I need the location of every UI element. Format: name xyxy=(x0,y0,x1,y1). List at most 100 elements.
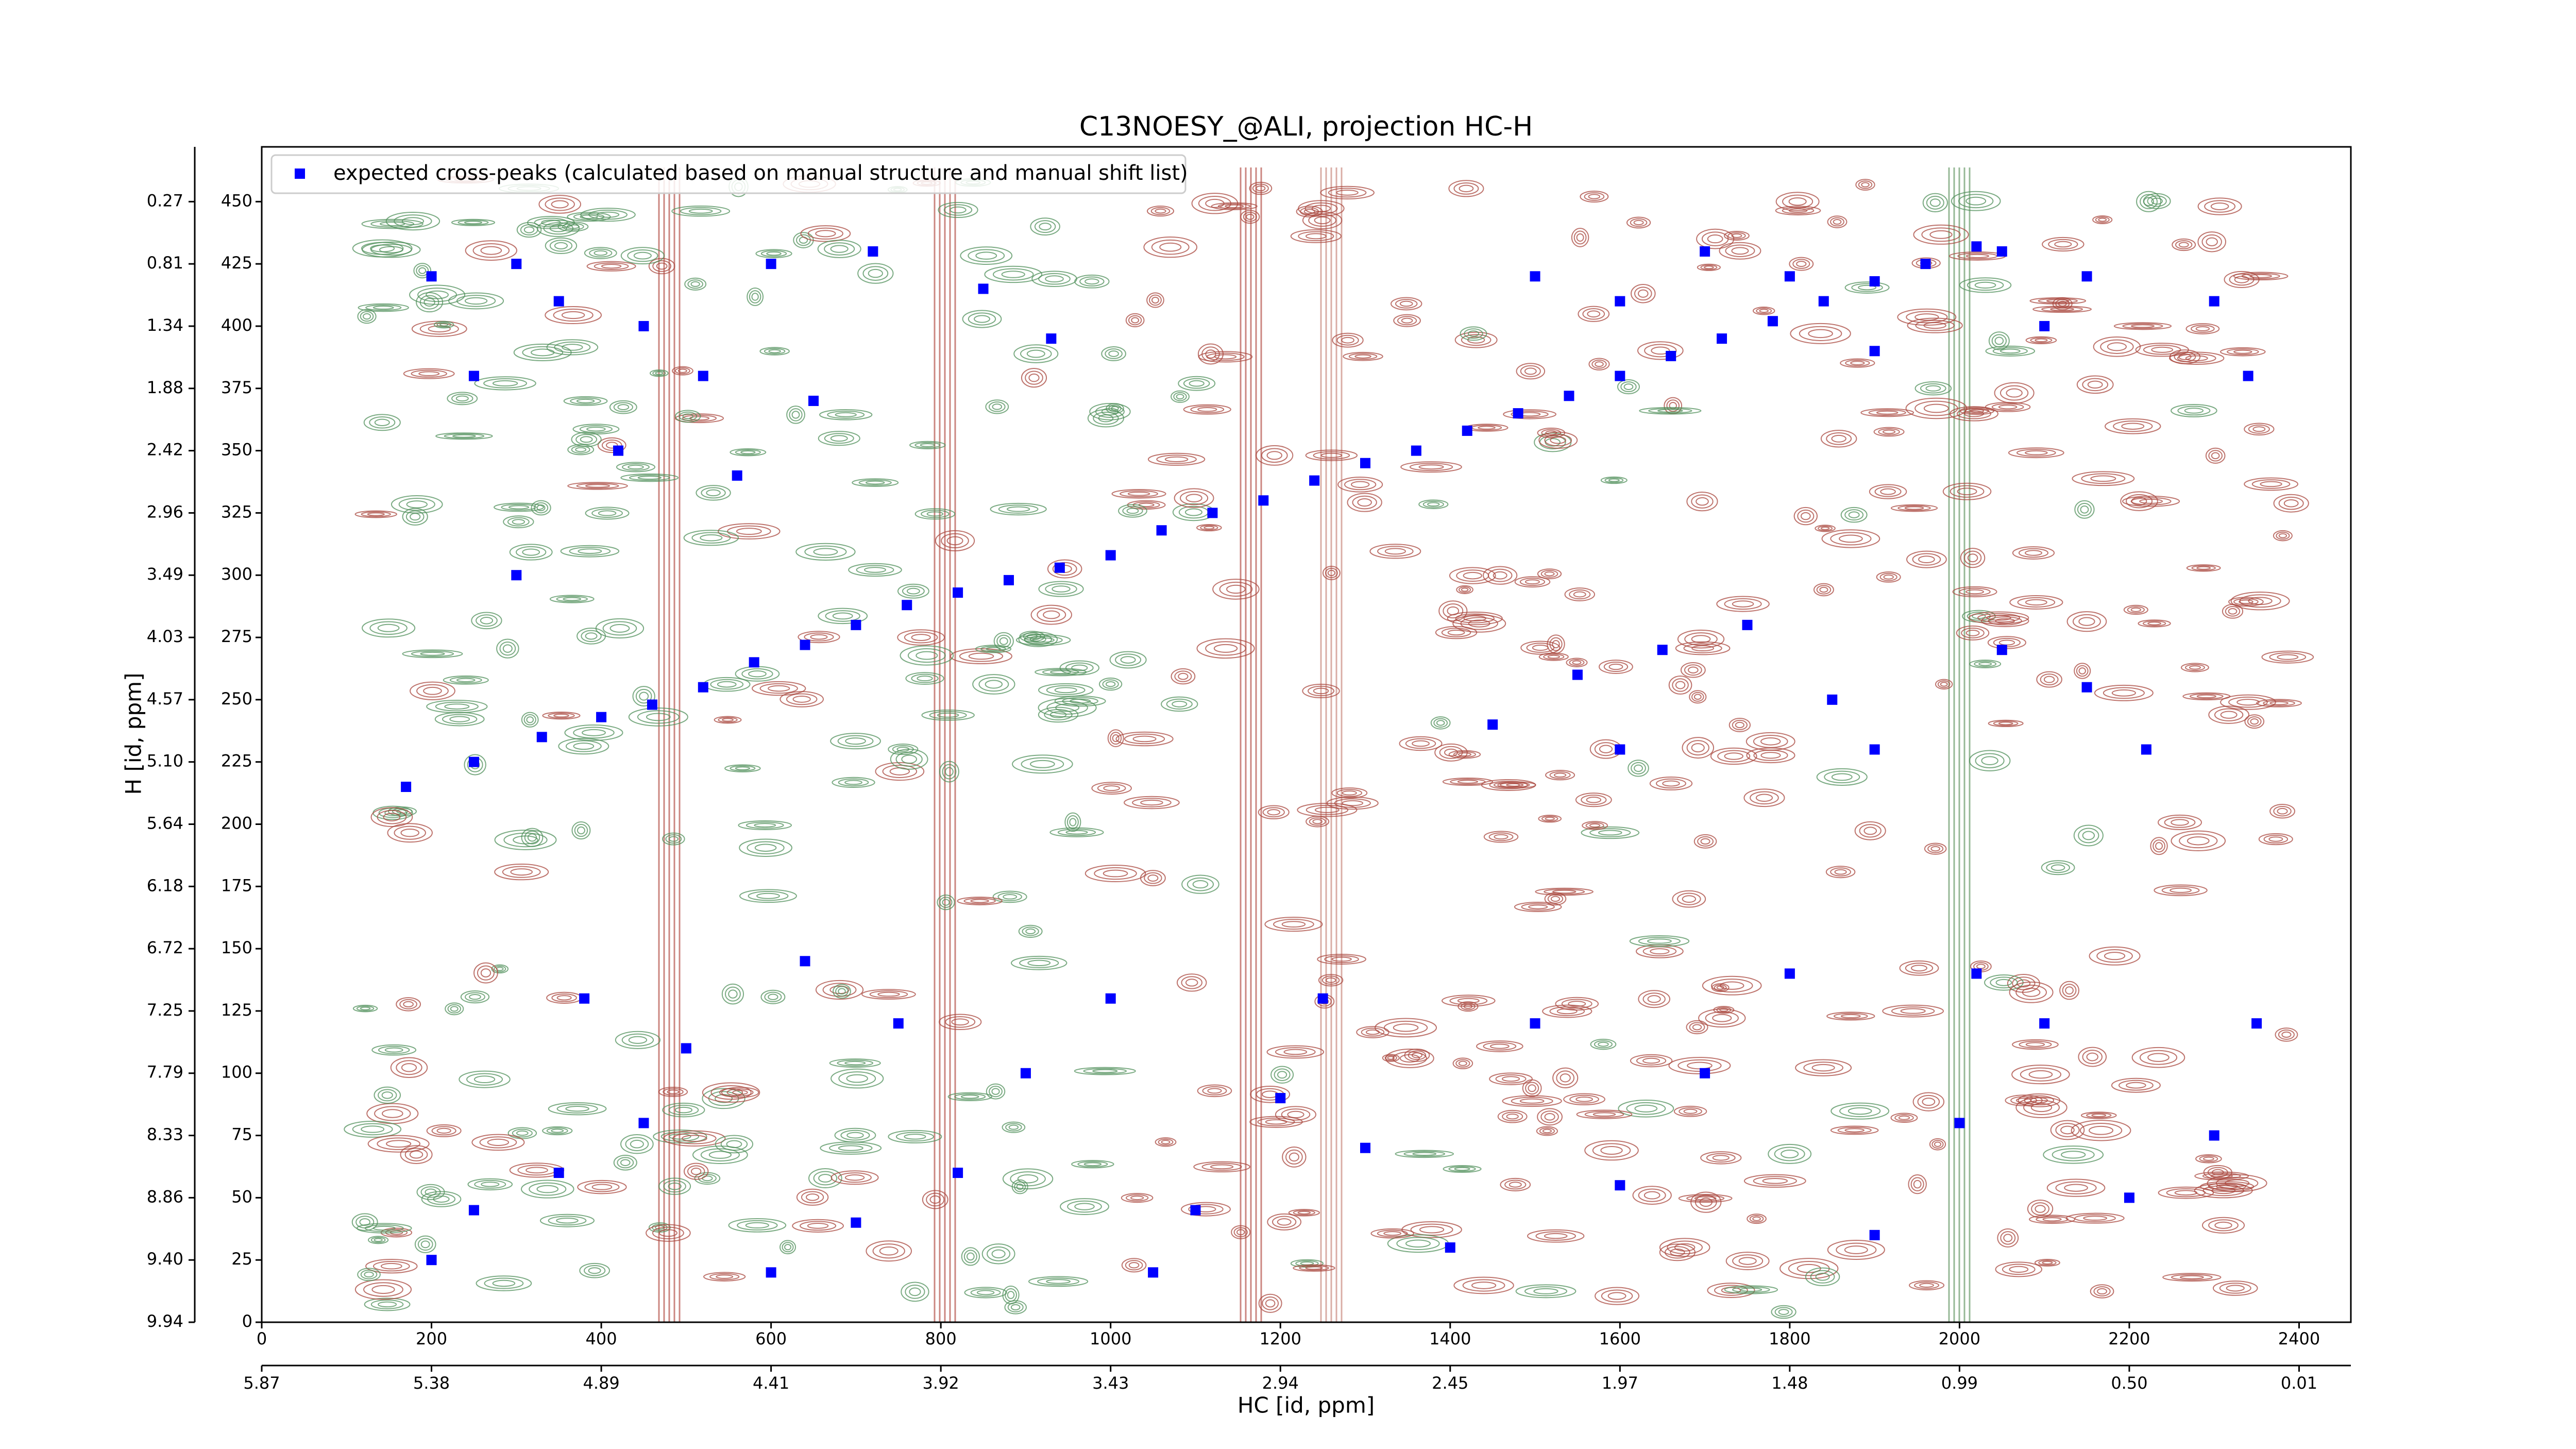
contour xyxy=(807,1223,829,1229)
contour xyxy=(1028,1276,1089,1287)
contour xyxy=(1815,525,1836,532)
contour xyxy=(2049,307,2075,311)
contour xyxy=(1026,349,1045,358)
contour xyxy=(1011,955,1067,970)
contour xyxy=(1450,779,1486,785)
contour xyxy=(984,265,1043,283)
contour xyxy=(1296,206,1323,217)
contour xyxy=(1848,511,1860,518)
cross-peak xyxy=(1869,1229,1880,1240)
contour xyxy=(2104,952,2126,961)
contour xyxy=(494,965,506,972)
contour xyxy=(1528,904,1548,909)
contour xyxy=(2250,718,2259,725)
contour xyxy=(1677,892,1701,905)
contour xyxy=(688,208,713,214)
contour xyxy=(418,371,440,376)
contour xyxy=(1164,456,1189,462)
contour xyxy=(1332,332,1364,348)
contour xyxy=(2233,349,2252,354)
contour xyxy=(416,684,449,698)
contour xyxy=(2055,1181,2097,1194)
contour xyxy=(2079,1123,2123,1138)
contour xyxy=(1504,1180,1527,1190)
contour xyxy=(905,672,944,685)
contour xyxy=(2054,241,2072,248)
contour xyxy=(594,250,608,256)
y-ppm-label: 9.94 xyxy=(147,1311,183,1331)
contour xyxy=(510,868,533,876)
contour xyxy=(1837,1126,1872,1134)
contour xyxy=(1312,819,1323,824)
contour xyxy=(481,1182,500,1187)
contour xyxy=(1719,242,1761,260)
contour xyxy=(1545,769,1575,781)
contour xyxy=(2097,1288,2108,1295)
contour xyxy=(668,836,679,842)
contour xyxy=(1844,1128,1865,1133)
contour xyxy=(1549,771,1571,779)
contour xyxy=(1464,328,1483,339)
contour xyxy=(943,204,973,216)
contour xyxy=(494,502,544,512)
contour xyxy=(1105,348,1123,359)
contour xyxy=(1967,279,2004,291)
y-tick-label: 25 xyxy=(231,1249,252,1269)
contour xyxy=(1361,1027,1385,1037)
contour xyxy=(565,740,602,752)
contour xyxy=(786,693,818,705)
contour xyxy=(367,1135,430,1153)
contour xyxy=(807,227,843,240)
contour xyxy=(1677,1059,1722,1072)
contour xyxy=(735,766,751,770)
contour xyxy=(1262,807,1285,818)
contour xyxy=(545,306,602,325)
contour xyxy=(825,610,860,622)
contour xyxy=(717,681,737,688)
contour xyxy=(1963,550,1982,565)
contour xyxy=(1540,570,1558,578)
contour xyxy=(846,1132,864,1139)
contour xyxy=(1483,1042,1517,1051)
x-ppm-label: 2.94 xyxy=(1262,1373,1299,1393)
contour xyxy=(1642,992,1666,1006)
contour xyxy=(922,1190,948,1209)
contour xyxy=(1550,896,1561,902)
contour xyxy=(467,1178,513,1191)
contour xyxy=(856,565,894,575)
contour xyxy=(975,251,997,260)
contour xyxy=(613,1154,637,1171)
contour xyxy=(1792,259,1810,269)
contour xyxy=(2185,323,2220,334)
contour xyxy=(2197,197,2242,215)
contour xyxy=(747,841,785,854)
contour xyxy=(554,242,568,249)
contour xyxy=(1120,656,1136,664)
contour xyxy=(1002,1285,1020,1305)
contour xyxy=(1700,838,1710,845)
contour xyxy=(2171,830,2226,851)
contour xyxy=(2196,694,2217,699)
contour xyxy=(1382,1054,1400,1062)
contour xyxy=(1830,867,1852,877)
contour xyxy=(1001,271,1025,278)
contour xyxy=(671,205,731,217)
contour xyxy=(1670,1248,1685,1256)
contour xyxy=(937,894,955,911)
contour xyxy=(2138,619,2171,628)
y-tick-label: 50 xyxy=(231,1187,252,1206)
contour xyxy=(1493,571,1507,580)
contour xyxy=(2228,597,2264,607)
contour xyxy=(1749,1215,1764,1223)
contour xyxy=(990,502,1047,516)
contour xyxy=(2082,1050,2103,1064)
contour xyxy=(377,1137,420,1150)
contour xyxy=(1453,182,1479,195)
contour xyxy=(1111,488,1166,499)
contour xyxy=(384,1047,403,1053)
contour xyxy=(2036,1216,2069,1223)
contour xyxy=(2076,665,2089,677)
contour xyxy=(1747,1214,1767,1224)
contour xyxy=(1576,1109,1633,1119)
cross-peak xyxy=(1105,993,1116,1004)
